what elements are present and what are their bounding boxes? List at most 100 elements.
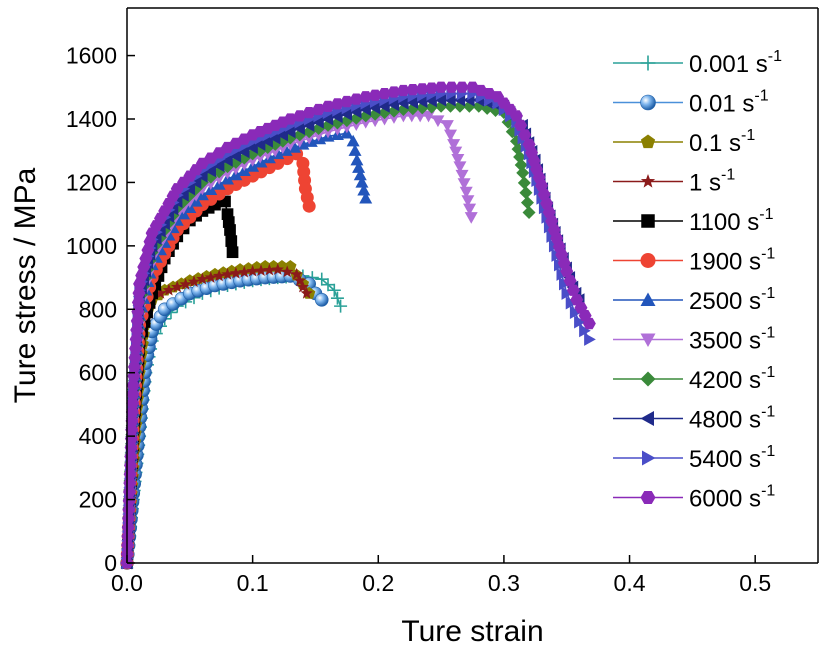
y-tick-label: 600 <box>79 360 117 386</box>
data-point <box>293 122 305 136</box>
data-point <box>518 129 532 141</box>
data-point <box>449 146 463 159</box>
data-point <box>302 199 316 213</box>
legend-label: 5400 s-1 <box>689 443 775 473</box>
data-point <box>387 86 401 98</box>
data-point <box>139 252 153 265</box>
data-point <box>378 88 392 100</box>
x-tick-label: 0.0 <box>111 570 143 596</box>
series-7 <box>120 126 373 569</box>
data-point <box>238 265 251 278</box>
data-point <box>221 153 233 167</box>
data-point <box>224 224 236 236</box>
data-point <box>212 147 226 159</box>
legend-marker <box>640 134 656 149</box>
data-point <box>225 235 238 247</box>
legend-entry-6: 1900 s-1 <box>613 246 775 276</box>
data-point <box>566 284 580 296</box>
series-9 <box>120 99 536 570</box>
x-axis-title: Ture strain <box>401 615 543 648</box>
data-point <box>219 195 231 208</box>
data-point <box>444 129 458 142</box>
data-point <box>451 153 465 166</box>
data-point <box>129 342 143 355</box>
data-point <box>229 149 242 163</box>
data-point <box>187 275 201 288</box>
data-point <box>137 261 151 273</box>
data-point <box>204 152 218 164</box>
plot-area <box>120 81 596 570</box>
y-tick-label: 400 <box>79 423 117 449</box>
data-point <box>349 119 363 132</box>
data-point <box>262 151 276 164</box>
legend-label: 2500 s-1 <box>689 285 775 315</box>
legend-marker <box>640 333 656 347</box>
legend-entry-5: 1100 s-1 <box>613 206 774 236</box>
data-point <box>229 266 243 279</box>
data-point <box>349 105 362 119</box>
legend-entry-12: 6000 s-1 <box>613 483 775 513</box>
data-point <box>293 274 306 286</box>
legend-label: 0.1 s-1 <box>689 127 755 157</box>
legend-label: 0.01 s-1 <box>689 88 769 118</box>
data-point <box>565 296 578 310</box>
data-point <box>122 504 136 516</box>
data-point <box>162 283 176 296</box>
legend-entry-8: 3500 s-1 <box>613 325 775 355</box>
data-point <box>431 115 445 128</box>
data-point <box>415 83 429 95</box>
y-tick-label: 1200 <box>66 169 117 195</box>
data-point <box>135 269 149 282</box>
data-point <box>517 176 531 190</box>
data-point <box>359 191 373 204</box>
legend-marker <box>640 491 656 504</box>
data-point <box>296 280 310 293</box>
data-point <box>302 132 316 145</box>
data-point <box>340 121 354 134</box>
y-tick-label: 1600 <box>66 43 117 69</box>
data-point <box>434 81 448 93</box>
legend-entry-7: 2500 s-1 <box>613 285 775 315</box>
legend-marker <box>640 94 656 111</box>
data-point <box>545 215 559 227</box>
data-point <box>579 324 591 338</box>
legend-marker <box>640 411 654 426</box>
data-point <box>457 178 471 190</box>
data-point <box>202 201 215 214</box>
legend-marker <box>641 214 655 228</box>
data-point <box>334 299 348 313</box>
data-point <box>425 82 439 94</box>
data-point <box>327 283 341 297</box>
data-point <box>563 275 577 287</box>
data-point <box>461 195 475 207</box>
data-point <box>212 159 225 173</box>
data-point <box>413 110 427 123</box>
legend-label: 1 s-1 <box>689 167 735 197</box>
data-point <box>353 168 367 181</box>
legend-entry-11: 5400 s-1 <box>613 443 775 473</box>
legend-label: 1900 s-1 <box>689 246 775 276</box>
legend-marker <box>640 174 656 188</box>
legend-label: 4200 s-1 <box>689 364 775 394</box>
data-point <box>352 161 366 173</box>
data-point <box>129 333 143 345</box>
data-point <box>121 530 135 542</box>
data-point <box>125 406 139 418</box>
legend-entry-1: 0.001 s-1 <box>613 48 782 78</box>
x-tick-label: 0.2 <box>362 570 394 596</box>
data-point <box>387 98 400 112</box>
data-point <box>141 244 155 256</box>
x-tick-label: 0.1 <box>237 570 269 596</box>
data-point <box>445 81 459 93</box>
data-point <box>204 164 216 178</box>
data-point <box>204 271 217 283</box>
data-point <box>464 212 478 224</box>
data-point <box>293 136 307 148</box>
data-point <box>221 208 234 220</box>
data-point <box>143 236 157 248</box>
data-point <box>124 441 138 454</box>
x-tick-label: 0.3 <box>488 570 520 596</box>
data-point <box>434 93 447 107</box>
data-point <box>368 115 382 128</box>
data-point <box>368 101 381 115</box>
